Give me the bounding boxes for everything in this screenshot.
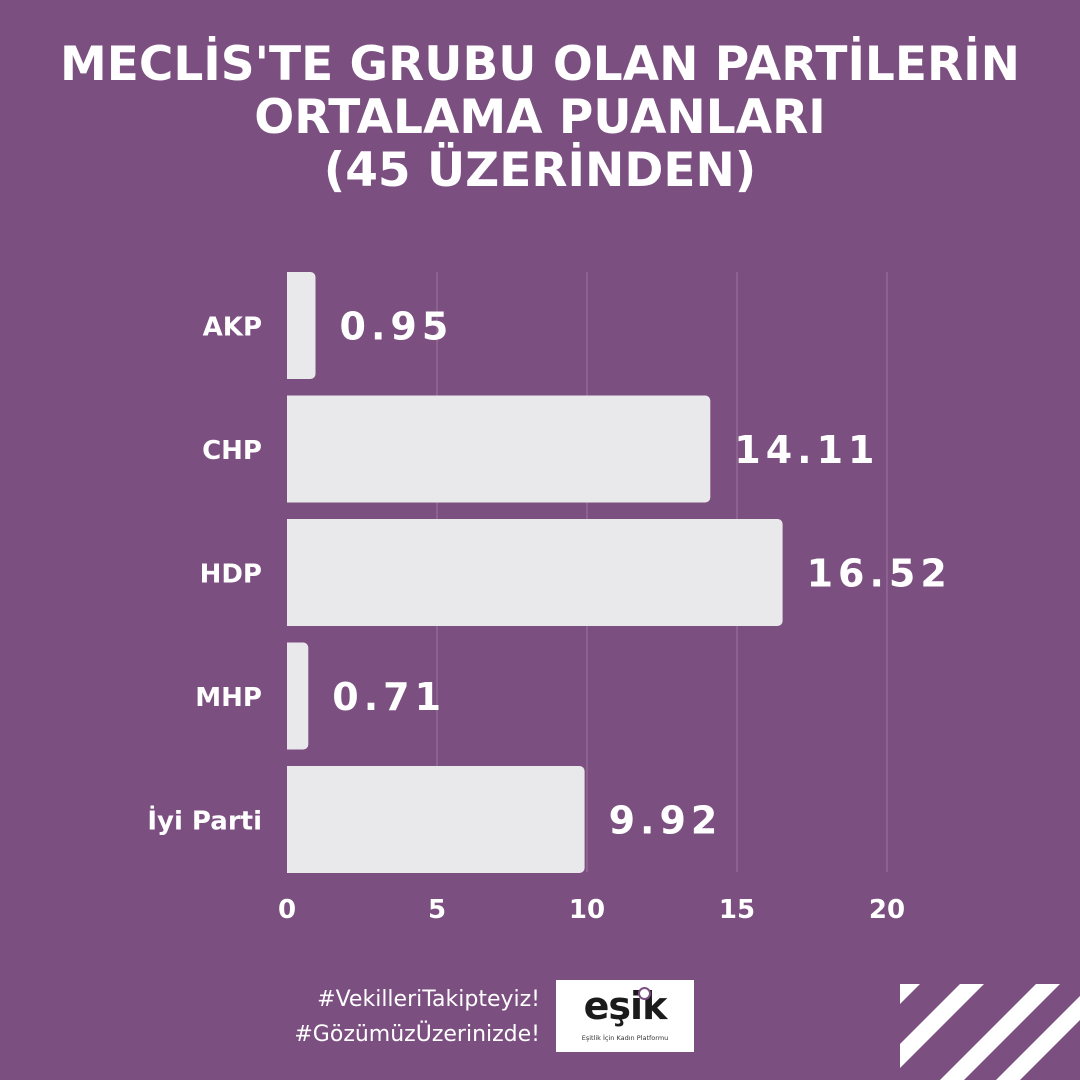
- x-tick-label-10: 10: [569, 895, 605, 925]
- chart-title: MECLİS'TE GRUBU OLAN PARTİLERİN ORTALAMA…: [0, 38, 1080, 197]
- logo-wordmark: eşik: [583, 984, 668, 1028]
- value-label-3: 0.71: [332, 675, 446, 719]
- category-label-3: MHP: [195, 683, 262, 713]
- value-label-2: 16.52: [807, 552, 952, 596]
- value-label-0: 0.95: [340, 305, 454, 349]
- x-tick-label-5: 5: [428, 895, 446, 925]
- title-line-2: ORTALAMA PUANLARI: [254, 90, 826, 145]
- category-label-2: HDP: [200, 560, 262, 590]
- bar-2: [287, 519, 783, 626]
- title-line-1: MECLİS'TE GRUBU OLAN PARTİLERİN: [59, 37, 1021, 92]
- bar-edge-4: [287, 766, 293, 873]
- category-label-4: İyi Parti: [147, 805, 262, 837]
- x-tick-label-0: 0: [278, 895, 296, 925]
- x-tick-label-15: 15: [719, 895, 755, 925]
- logo-lens-icon: [638, 987, 651, 1000]
- bar-chart: AKP 0.95 CHP 14.11 HDP 16.52 MHP 0.71 İyi Parti 9…: [147, 272, 952, 925]
- esik-logo: eşik Eşitlik İçin Kadın Platformu: [556, 980, 694, 1052]
- bar-edge-3: [287, 642, 293, 750]
- bar-edge-0: [287, 272, 293, 379]
- hashtags: #VekilleriTakipteyiz! #GözümüzÜzerinizde…: [294, 982, 540, 1052]
- bar-edge-1: [287, 395, 293, 503]
- bar-0: [287, 272, 316, 379]
- hashtag-2: #GözümüzÜzerinizde!: [294, 1022, 540, 1047]
- title-line-3: (45 ÜZERİNDEN): [323, 143, 757, 198]
- category-label-1: CHP: [202, 436, 262, 466]
- x-tick-label-20: 20: [869, 895, 905, 925]
- value-label-1: 14.11: [734, 428, 879, 472]
- bar-edge-2: [287, 519, 293, 626]
- category-label-0: AKP: [203, 313, 262, 343]
- logo-subtitle: Eşitlik İçin Kadın Platformu: [581, 1034, 669, 1042]
- diagonal-stripes-decoration: [900, 984, 1080, 1080]
- value-label-4: 9.92: [609, 799, 723, 843]
- hashtag-1: #VekilleriTakipteyiz!: [317, 987, 540, 1012]
- bar-4: [287, 766, 585, 873]
- bar-1: [287, 395, 711, 503]
